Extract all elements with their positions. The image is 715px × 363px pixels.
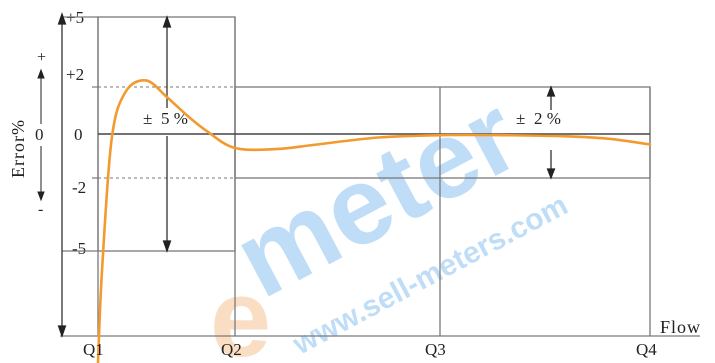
- y-ticks: [62, 16, 98, 252]
- x-tick-label: Q1: [83, 340, 104, 359]
- x-tick-label: Q4: [636, 340, 657, 359]
- y-sign-minus: -: [38, 201, 43, 218]
- band-2-value: 2 %: [534, 109, 561, 128]
- y-axis-annotation: + 0 - Error%: [8, 49, 46, 218]
- y-axis-title: Error%: [8, 119, 28, 178]
- arrow-down-icon: [37, 191, 45, 202]
- y-tick-labels: +5 +2 0 -2 -5: [66, 8, 86, 258]
- arrow-up-icon: [37, 68, 45, 79]
- band-2-annotation: ± 2 %: [516, 85, 561, 180]
- band-2-symbol: ±: [516, 109, 525, 128]
- band-5-value: 5 %: [161, 109, 188, 128]
- x-tick-labels: Q1 Q2 Q3 Q4: [83, 340, 657, 359]
- band-5-symbol: ±: [143, 109, 152, 128]
- arrow-up-icon: [57, 12, 67, 25]
- y-tick-label: -5: [72, 239, 86, 258]
- x-tick-label: Q2: [221, 340, 242, 359]
- arrow-down-icon: [57, 325, 67, 338]
- watermark-brand-left: e: [210, 257, 271, 363]
- arrow-up-icon: [546, 85, 556, 97]
- y-tick-label: +2: [66, 65, 84, 84]
- x-axis-title: Flow: [660, 317, 701, 337]
- x-tick-label: Q3: [425, 340, 446, 359]
- error-curve-series: [96, 78, 652, 363]
- y-tick-label: -2: [72, 178, 86, 197]
- y-range-arrow: [57, 12, 67, 338]
- y-sign-zero: 0: [35, 125, 44, 144]
- y-sign-plus: +: [37, 49, 46, 66]
- arrow-down-icon: [162, 240, 172, 253]
- y-tick-label: 0: [74, 125, 83, 144]
- arrow-up-icon: [162, 15, 172, 28]
- arrow-down-icon: [546, 168, 556, 180]
- band-5-annotation: ± 5 %: [143, 15, 188, 253]
